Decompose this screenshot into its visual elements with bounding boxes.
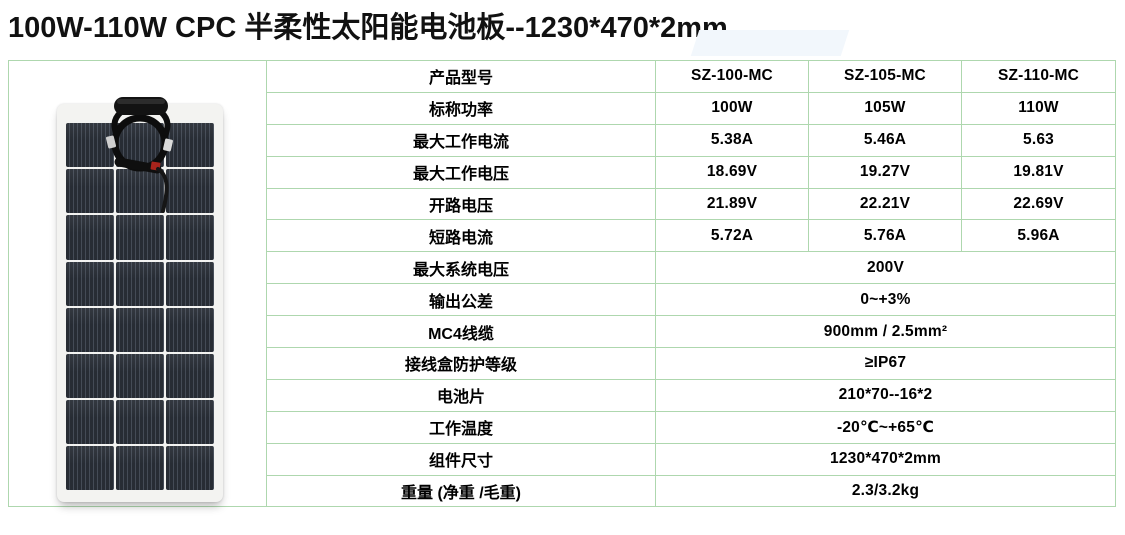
spec-value: SZ-100-MC — [655, 60, 809, 93]
table-row: 最大工作电压 18.69V 19.27V 19.81V — [9, 155, 1116, 189]
spec-value: 5.46A — [808, 123, 962, 157]
page-title: 100W-110W CPC 半柔性太阳能电池板--1230*470*2mm — [8, 12, 728, 44]
table-row: 电池片 210*70--16*2 — [9, 378, 1116, 412]
background-artifact — [690, 30, 850, 56]
product-image-cell — [8, 59, 267, 508]
spec-label: 最大系统电压 — [266, 251, 656, 285]
spec-label: 标称功率 — [266, 91, 656, 125]
spec-value: 5.72A — [655, 219, 809, 253]
spec-label: 开路电压 — [266, 187, 656, 221]
spec-value: 18.69V — [655, 155, 809, 189]
table-row: 工作温度 -20℃~+65℃ — [9, 410, 1116, 444]
spec-value: SZ-110-MC — [961, 60, 1116, 93]
spec-value: 22.69V — [961, 187, 1116, 221]
table-row: 输出公差 0~+3% — [9, 283, 1116, 317]
spec-value: 0~+3% — [655, 283, 1116, 317]
spec-label: 输出公差 — [266, 283, 656, 317]
spec-value: 21.89V — [655, 187, 809, 221]
table-row: 开路电压 21.89V 22.21V 22.69V — [9, 187, 1116, 221]
spec-label: 产品型号 — [266, 60, 656, 93]
spec-label: 最大工作电压 — [266, 155, 656, 189]
spec-label: 接线盒防护等级 — [266, 347, 656, 380]
spec-label: 工作温度 — [266, 410, 656, 444]
spec-label: 组件尺寸 — [266, 442, 656, 476]
spec-value: SZ-105-MC — [808, 60, 962, 93]
table-row: 接线盒防护等级 ≥IP67 — [9, 347, 1116, 380]
spec-value: 100W — [655, 91, 809, 125]
spec-value: 105W — [808, 91, 962, 125]
table-row: 最大工作电流 5.38A 5.46A 5.63 — [9, 123, 1116, 157]
spec-value: 19.27V — [808, 155, 962, 189]
spec-table: 产品型号 SZ-100-MC SZ-105-MC SZ-110-MC 标称功率 … — [8, 59, 1116, 508]
spec-value: 5.63 — [961, 123, 1116, 157]
table-row: 最大系统电压 200V — [9, 251, 1116, 285]
spec-value: 5.96A — [961, 219, 1116, 253]
spec-value: 110W — [961, 91, 1116, 125]
spec-label: MC4线缆 — [266, 315, 656, 349]
spec-value: 1230*470*2mm — [655, 442, 1116, 476]
spec-label: 最大工作电流 — [266, 123, 656, 157]
solar-panel-image — [57, 97, 223, 503]
spec-value: -20℃~+65℃ — [655, 410, 1116, 444]
spec-label: 重量 (净重 /毛重) — [266, 474, 656, 508]
spec-value: 22.21V — [808, 187, 962, 221]
table-row: 产品型号 SZ-100-MC SZ-105-MC SZ-110-MC — [8, 59, 1116, 508]
table-row: 重量 (净重 /毛重) 2.3/3.2kg — [9, 474, 1116, 508]
spec-value: ≥IP67 — [655, 347, 1116, 380]
spec-value: 5.38A — [655, 123, 809, 157]
spec-value: 200V — [655, 251, 1116, 285]
table-row: 标称功率 100W 105W 110W — [9, 91, 1116, 125]
table-row: 组件尺寸 1230*470*2mm — [9, 442, 1116, 476]
spec-label: 短路电流 — [266, 219, 656, 253]
spec-value: 210*70--16*2 — [655, 378, 1116, 412]
spec-label: 电池片 — [266, 378, 656, 412]
solar-cells-grid — [66, 123, 214, 491]
junction-box-and-cable-icon — [105, 97, 173, 214]
spec-value: 2.3/3.2kg — [655, 474, 1116, 508]
spec-value: 900mm / 2.5mm² — [655, 315, 1116, 349]
spec-value: 19.81V — [961, 155, 1116, 189]
spec-value: 5.76A — [808, 219, 962, 253]
